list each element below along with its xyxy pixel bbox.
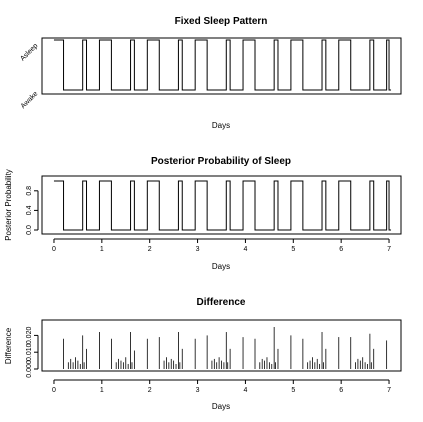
panel-title: Difference xyxy=(197,297,246,308)
y-tick-label: 0.4 xyxy=(26,205,33,215)
x-tick-label: 3 xyxy=(196,387,200,394)
x-tick-label: 2 xyxy=(148,246,152,253)
plot-frame xyxy=(41,319,402,372)
x-axis-label: Days xyxy=(212,121,230,130)
panel-title: Posterior Probability of Sleep xyxy=(151,156,291,167)
panel-difference: Difference Difference Days 0 1 2 3 4 5 6 7 0.000… xyxy=(4,297,402,411)
x-tick-label: 0 xyxy=(52,387,56,394)
series-line-0 xyxy=(53,39,392,91)
x-tick-label: 7 xyxy=(387,246,391,253)
panel-title: Fixed Sleep Pattern xyxy=(175,16,268,27)
x-tick-label: 5 xyxy=(291,387,295,394)
y-tick-label-awake: Awake xyxy=(20,90,40,110)
x-axis-label: Days xyxy=(212,262,230,271)
y-axis-label: Posterior Probability xyxy=(4,169,13,241)
y-tick-labels: Asleep Awake xyxy=(19,42,39,110)
x-tick-label: 4 xyxy=(243,246,247,253)
y-tick-label: 0.0 xyxy=(26,225,33,235)
y-tick-label: 0.8 xyxy=(26,186,33,196)
x-tick-label: 1 xyxy=(100,246,104,253)
y-tick-label: 0.000 xyxy=(26,360,33,378)
y-tick-label: 0.010 xyxy=(26,343,33,361)
x-tick-label: 6 xyxy=(339,246,343,253)
plot-frame xyxy=(41,37,402,95)
y-tick-label: 0.020 xyxy=(26,327,33,345)
y-axis-label: Difference xyxy=(4,327,13,364)
y-tick-label-asleep: Asleep xyxy=(19,42,39,62)
x-tick-label: 0 xyxy=(52,246,56,253)
x-tick-label: 7 xyxy=(387,387,391,394)
plot-frame xyxy=(41,175,402,235)
x-tick-label: 6 xyxy=(339,387,343,394)
panel-fixed-sleep: Fixed Sleep Pattern Asleep Awake Days xyxy=(19,16,402,130)
x-tick-label: 5 xyxy=(291,246,295,253)
x-tick-label: 4 xyxy=(243,387,247,394)
x-tick-label: 3 xyxy=(196,246,200,253)
x-axis-label: Days xyxy=(212,402,230,411)
x-tick-label: 2 xyxy=(148,387,152,394)
x-tick-label: 1 xyxy=(100,387,104,394)
panel-posterior-probability: Posterior Probability of Sleep Posterior… xyxy=(4,156,402,271)
series-line-0 xyxy=(53,180,392,231)
